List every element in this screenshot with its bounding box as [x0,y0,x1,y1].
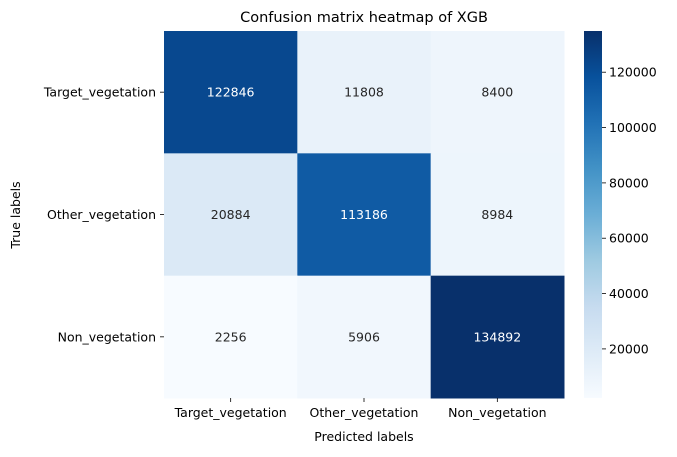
heatmap-cell [297,31,432,154]
cell-value-label: 20884 [211,207,251,222]
colorbar-tick-label: 40000 [609,286,649,301]
x-axis-label: Predicted labels [314,429,413,444]
colorbar-tick-label: 80000 [609,175,649,190]
colorbar-tick-label: 120000 [609,65,657,80]
cell-value-label: 5906 [348,329,380,344]
colorbar-tick-label: 100000 [609,120,657,135]
heatmap-cell [430,31,565,154]
heatmap-cell [297,275,432,399]
colorbar-ticks: 20000 40000 60000 80000 100000 120000 [602,65,657,356]
cell-value-label: 122846 [207,85,255,100]
heatmap-cells: 122846 11808 8400 20884 113186 8984 2256 5906 13… [164,31,565,399]
y-axis-label: True labels [8,181,23,249]
x-tick-label: Other_vegetation [310,405,419,420]
y-tick-label: Non_vegetation [58,329,156,344]
cell-value-label: 8984 [481,207,513,222]
cell-value-label: 11808 [344,85,384,100]
y-tick-label: Target_vegetation [43,85,156,100]
colorbar-tick-label: 60000 [609,231,649,246]
x-tick-label: Target_vegetation [174,405,287,420]
heatmap-cell [164,31,298,154]
heatmap-cell [297,153,432,277]
cell-value-label: 2256 [215,329,247,344]
heatmap-cell [164,153,298,277]
chart-title: Confusion matrix heatmap of XGB [240,10,488,26]
colorbar [584,31,602,398]
cell-value-label: 8400 [481,85,513,100]
colorbar-tick-label: 20000 [609,341,649,356]
heatmap-cell [430,153,565,277]
heatmap-cell [430,275,565,399]
cell-value-label: 113186 [340,207,388,222]
x-tick-label: Non_vegetation [448,405,546,420]
cell-value-label: 134892 [473,329,521,344]
x-tick-labels: Target_vegetation Other_vegetation Non_veg… [174,398,547,420]
y-tick-label: Other_vegetation [47,207,156,222]
heatmap-cell [164,275,298,399]
y-tick-labels: Target_vegetation Other_vegetation Non_veg… [43,85,164,344]
